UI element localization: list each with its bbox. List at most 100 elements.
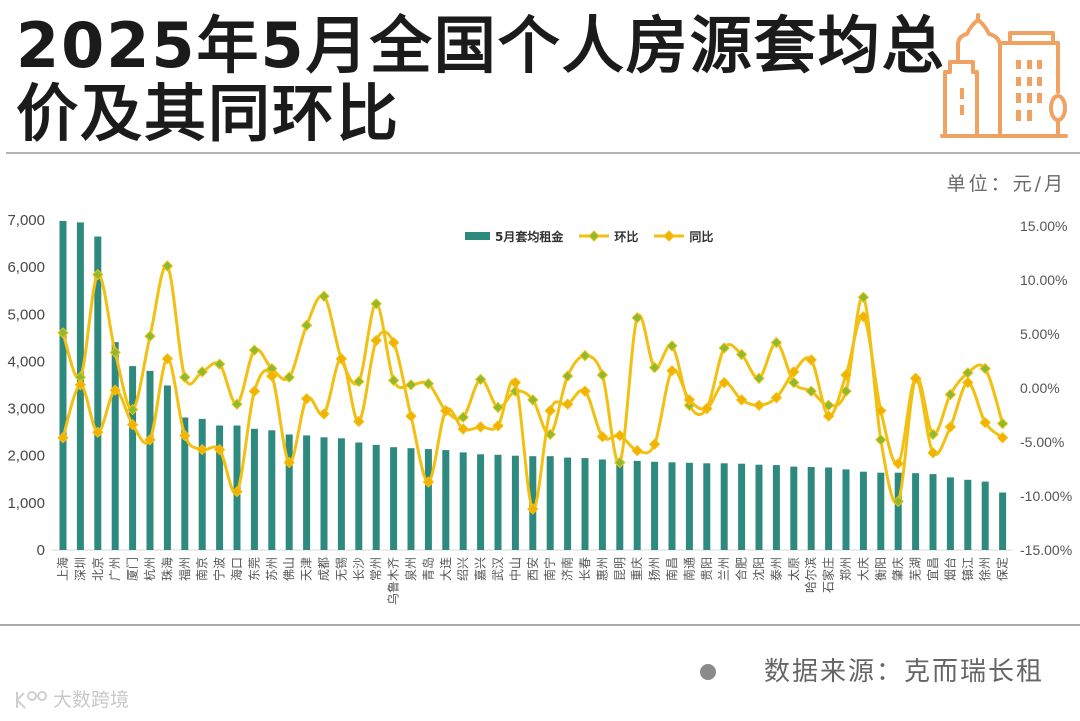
- x-axis-city-label: 烟台: [942, 557, 957, 581]
- x-axis-city-label: 石家庄: [821, 557, 836, 593]
- x-axis-city-label: 芜湖: [908, 557, 923, 581]
- mom-diamond-marker-icon: [892, 495, 904, 508]
- mom-diamond-marker-icon: [144, 330, 156, 342]
- yoy-diamond-marker-icon: [440, 404, 452, 417]
- title-line-2: 价及其同环比: [16, 77, 401, 150]
- x-axis-city-label: 泉州: [404, 557, 418, 581]
- mom-diamond-marker-icon: [457, 411, 469, 423]
- legend-item-yoy: 同比: [654, 228, 713, 245]
- x-axis-city-label: 珠海: [159, 557, 174, 581]
- x-axis-city-label: 兰州: [717, 557, 731, 581]
- right-axis-tick-label: -5.00%: [1020, 434, 1064, 450]
- mom-diamond-marker-icon: [979, 362, 991, 375]
- yoy-diamond-marker-icon: [509, 376, 522, 389]
- bar: [633, 460, 641, 550]
- bar: [407, 448, 415, 550]
- x-axis-city-label: 徐州: [977, 557, 992, 581]
- mom-diamond-marker-icon: [109, 346, 121, 359]
- yoy-diamond-marker-icon: [857, 310, 870, 323]
- left-axis-tick-label: 7,000: [7, 212, 45, 229]
- yoy-diamond-marker-icon: [544, 404, 556, 417]
- bar: [424, 449, 432, 550]
- bar: [198, 418, 206, 550]
- mom-diamond-marker-icon: [735, 348, 748, 361]
- yoy-diamond-marker-icon: [126, 418, 139, 431]
- yoy-diamond-marker-icon: [74, 379, 87, 391]
- right-axis-tick-label: 5.00%: [1020, 326, 1060, 342]
- x-axis-city-label: 广州: [108, 557, 122, 581]
- yoy-diamond-marker-icon: [179, 429, 191, 442]
- yoy-diamond-marker-icon: [648, 438, 661, 450]
- x-axis-city-label: 常州: [369, 557, 383, 581]
- x-axis-city-label: 镇江: [961, 557, 975, 581]
- yoy-diamond-marker-icon: [144, 434, 156, 446]
- x-axis-city-label: 贵阳: [700, 557, 714, 581]
- yoy-diamond-marker-icon: [527, 503, 539, 515]
- bar: [807, 467, 815, 550]
- bar: [250, 428, 258, 550]
- bar: [946, 477, 954, 550]
- bar: [964, 479, 972, 550]
- mom-diamond-marker-icon: [126, 403, 139, 416]
- bar: [999, 492, 1007, 550]
- yoy-diamond-marker-icon: [753, 399, 765, 412]
- yoy-diamond-marker-icon: [892, 457, 904, 470]
- mom-diamond-marker-icon: [753, 372, 765, 385]
- x-axis-city-label: 深圳: [73, 557, 87, 581]
- legend-label-rent: 5月套均租金: [495, 229, 564, 244]
- bar: [268, 430, 276, 550]
- bar: [929, 474, 937, 550]
- x-axis-city-label: 大庆: [856, 557, 870, 581]
- bar: [755, 464, 763, 550]
- x-axis-city-label: 宜昌: [925, 557, 940, 581]
- bar: [529, 456, 537, 550]
- mom-line: [61, 264, 1005, 505]
- right-axis-tick-label: 0.00%: [1020, 380, 1060, 396]
- mom-diamond-marker-icon: [718, 342, 730, 354]
- x-axis-city-label: 大连: [438, 557, 453, 581]
- bar: [912, 473, 920, 550]
- yoy-diamond-marker-icon: [248, 385, 261, 397]
- unit-label: 单位：元/月: [946, 173, 1066, 195]
- chart-title: 2025年5月全国个人房源套均总 价及其同环比: [16, 12, 946, 148]
- x-axis-city-label: 哈尔滨: [803, 557, 818, 593]
- left-axis-tick-label: 6,000: [7, 259, 45, 276]
- x-axis-city-label: 乌鲁木齐: [386, 557, 401, 605]
- mom-diamond-marker-icon: [318, 290, 330, 302]
- left-axis: 0 1,000 2,000 3,000 4,000 5,000 6,000 7,000: [7, 212, 45, 559]
- left-axis-tick-label: 2,000: [7, 448, 45, 465]
- bar: [720, 463, 728, 550]
- x-axis-city-label: 中山: [507, 557, 522, 581]
- bar: [303, 435, 311, 550]
- mom-diamond-marker-icon: [196, 366, 208, 378]
- yoy-diamond-marker-icon: [788, 366, 800, 378]
- data-source-note: 数据来源：克而瑞长租: [764, 657, 1045, 687]
- mom-diamond-marker-icon: [300, 319, 313, 332]
- yoy-diamond-marker-icon: [57, 431, 69, 444]
- yoy-diamond-marker-icon: [353, 415, 365, 428]
- mom-diamond-marker-icon: [614, 456, 626, 469]
- x-axis-city-label: 杭州: [142, 557, 157, 581]
- bar: [842, 469, 850, 550]
- mom-diamond-marker-icon: [422, 377, 435, 390]
- mom-diamond-marker-icon: [596, 369, 609, 381]
- bar: [877, 472, 885, 550]
- mom-diamond-marker-icon: [648, 361, 661, 374]
- x-axis-city-label: 成都: [317, 557, 331, 581]
- left-axis-tick-label: 5,000: [7, 306, 45, 323]
- yoy-diamond-marker-icon: [805, 354, 817, 366]
- x-axis-city-label: 东莞: [247, 557, 261, 581]
- bar: [163, 385, 171, 550]
- yoy-diamond-marker-icon: [335, 353, 348, 365]
- x-axis-city-label: 郑州: [838, 557, 853, 581]
- mom-diamond-marker-icon: [770, 336, 783, 349]
- yoy-diamond-marker-icon: [996, 431, 1009, 444]
- x-axis-city-label: 保定: [995, 557, 1010, 581]
- yoy-diamond-marker-icon: [109, 384, 121, 396]
- x-axis-city-label: 无锡: [333, 557, 348, 581]
- yoy-diamond-marker-icon: [735, 394, 748, 406]
- yoy-diamond-marker-icon: [770, 391, 783, 404]
- mom-diamond-marker-icon: [387, 374, 400, 387]
- bar: [790, 466, 798, 550]
- mom-diamond-marker-icon: [353, 375, 365, 388]
